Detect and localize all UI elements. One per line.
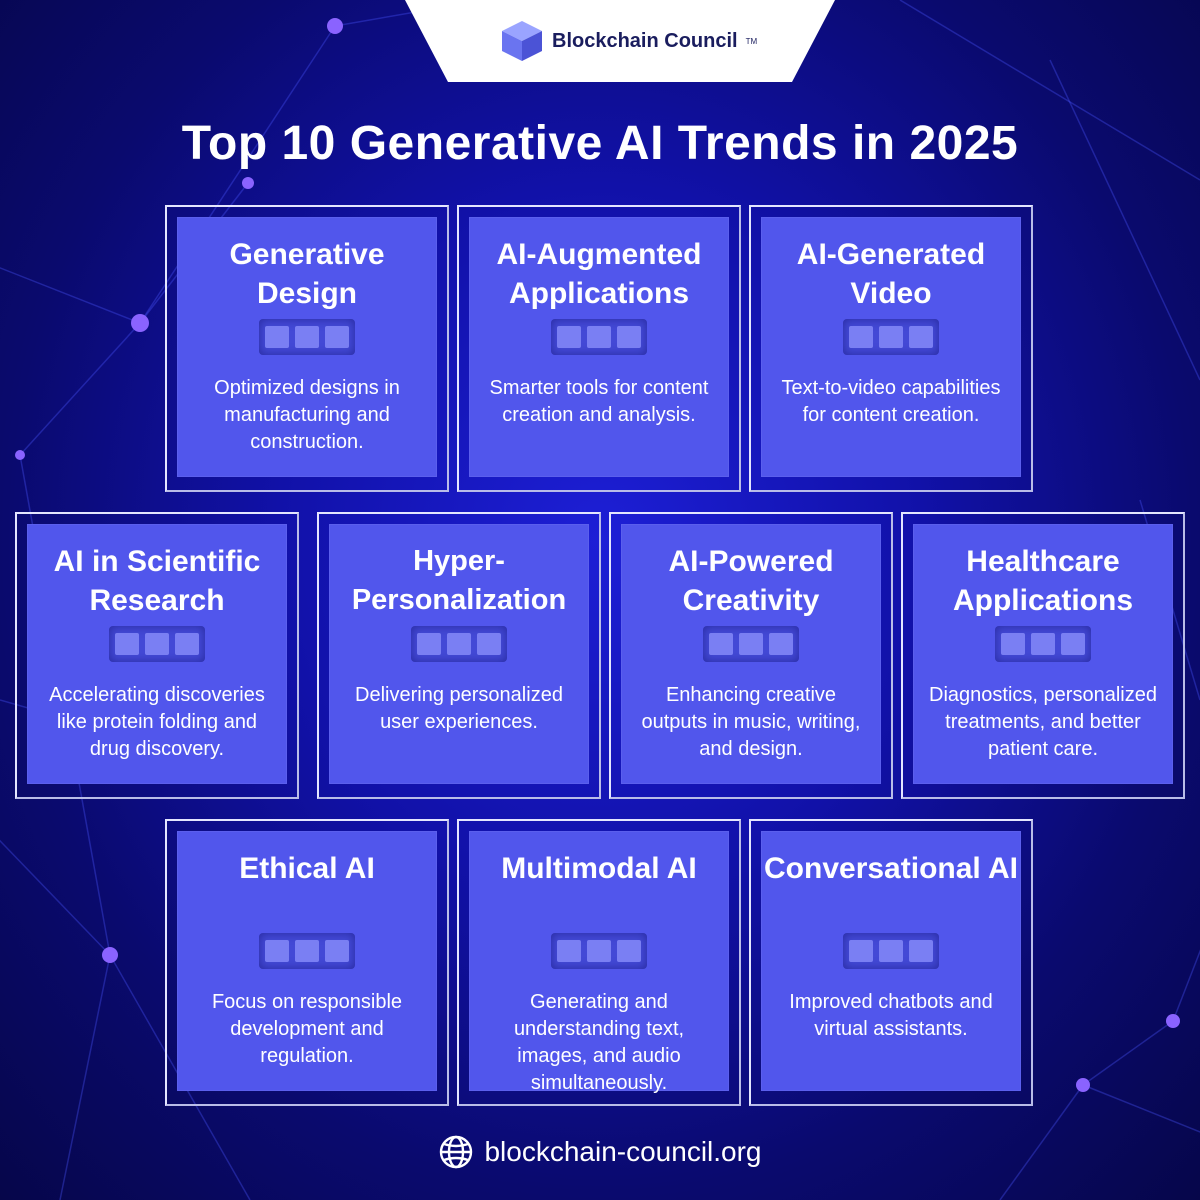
card-title: AI in Scientific Research <box>53 545 261 617</box>
brand-name: Blockchain Council <box>552 29 738 52</box>
trend-card: Hyper-Personalization Delivering persona… <box>317 512 601 799</box>
card-panel: Multimodal AI Generating and understandi… <box>469 831 729 1094</box>
card-panel: AI-Generated Video Text-to-video capabil… <box>761 217 1021 477</box>
trend-card: Healthcare Applications Diagnostics, per… <box>901 512 1185 799</box>
card-title: Ethical AI <box>239 852 375 885</box>
card-frame <box>165 205 449 492</box>
card-frame <box>457 205 741 492</box>
card-description: Text-to-video capabilities for content c… <box>781 377 1001 426</box>
website-link[interactable]: blockchain-council.org <box>484 1136 762 1167</box>
card-description: Smarter tools for content creation and a… <box>489 377 709 426</box>
card-panel: Healthcare Applications Diagnostics, per… <box>913 524 1173 784</box>
cube-logo-icon <box>502 21 542 61</box>
dots-icon <box>259 319 355 355</box>
card-title: Multimodal AI <box>501 852 697 885</box>
dots-icon <box>551 319 647 355</box>
card-frame <box>901 512 1185 799</box>
dots-icon <box>551 933 647 969</box>
card-frame <box>15 512 299 799</box>
card-description: Enhancing creative outputs in music, wri… <box>641 684 861 760</box>
card-panel: AI-Powered Creativity Enhancing creative… <box>621 524 881 784</box>
card-panel: Generative Design Optimized designs in m… <box>177 217 437 477</box>
card-panel: Conversational AI Improved chatbots and … <box>761 831 1021 1091</box>
card-panel: Hyper-Personalization Delivering persona… <box>329 524 589 784</box>
card-panel: Ethical AI Focus on responsible developm… <box>177 831 437 1091</box>
card-description: Diagnostics, personalized treatments, an… <box>929 684 1157 760</box>
trend-card: AI-Powered Creativity Enhancing creative… <box>609 512 893 799</box>
dots-icon <box>411 626 507 662</box>
globe-icon <box>440 1135 473 1169</box>
card-frame <box>749 819 1033 1106</box>
card-description: Focus on responsible development and reg… <box>211 991 403 1067</box>
card-frame <box>749 205 1033 492</box>
card-description: Accelerating discoveries like protein fo… <box>49 684 265 760</box>
card-title: Healthcare Applications <box>952 545 1133 617</box>
dots-icon <box>703 626 799 662</box>
trend-card: AI in Scientific Research Accelerating d… <box>15 512 299 799</box>
dots-icon <box>259 933 355 969</box>
footer: blockchain-council.org <box>0 1130 1200 1174</box>
trademark-mark: TM <box>745 36 758 46</box>
card-frame <box>317 512 601 799</box>
card-description: Optimized designs in manufacturing and c… <box>214 377 400 453</box>
dots-icon <box>843 319 939 355</box>
trend-card: AI-Generated Video Text-to-video capabil… <box>749 205 1033 492</box>
card-frame <box>609 512 893 799</box>
page-title: Top 10 Generative AI Trends in 2025 <box>181 117 1019 170</box>
dots-icon <box>843 933 939 969</box>
trend-card: Ethical AI Focus on responsible developm… <box>165 819 449 1106</box>
card-title: AI-Powered Creativity <box>668 545 834 617</box>
brand-logo[interactable]: Blockchain Council TM <box>500 16 757 66</box>
card-title: Generative Design <box>229 238 385 310</box>
card-panel: AI in Scientific Research Accelerating d… <box>27 524 287 784</box>
card-description: Delivering personalized user experiences… <box>355 684 563 733</box>
card-description: Generating and understanding text, image… <box>513 991 685 1094</box>
card-title: AI-Augmented Applications <box>496 238 702 310</box>
trend-card: Multimodal AI Generating and understandi… <box>457 819 741 1106</box>
dots-icon <box>109 626 205 662</box>
card-frame <box>165 819 449 1106</box>
card-panel: AI-Augmented Applications Smarter tools … <box>469 217 729 477</box>
trend-card: AI-Augmented Applications Smarter tools … <box>457 205 741 492</box>
card-title: Conversational AI <box>764 852 1018 885</box>
card-title: AI-Generated Video <box>796 238 986 310</box>
card-description: Improved chatbots and virtual assistants… <box>789 991 993 1040</box>
dots-icon <box>995 626 1091 662</box>
card-title: Hyper-Personalization <box>351 545 567 616</box>
trend-card: Conversational AI Improved chatbots and … <box>749 819 1033 1106</box>
card-frame <box>457 819 741 1106</box>
trend-card: Generative Design Optimized designs in m… <box>165 205 449 492</box>
logo-tab <box>405 0 835 82</box>
